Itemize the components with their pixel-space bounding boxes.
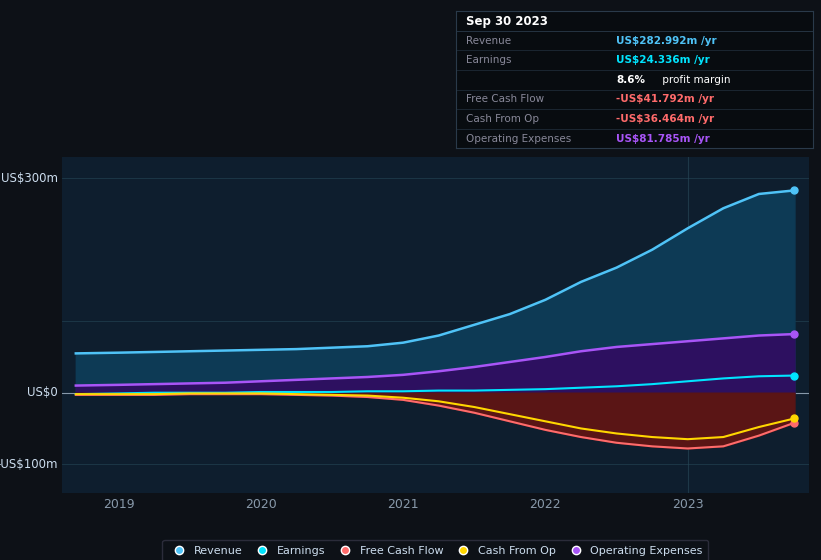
Text: US$81.785m /yr: US$81.785m /yr — [617, 134, 710, 143]
Text: -US$36.464m /yr: -US$36.464m /yr — [617, 114, 714, 124]
Text: -US$41.792m /yr: -US$41.792m /yr — [617, 95, 714, 104]
Text: -US$100m: -US$100m — [0, 458, 57, 471]
Text: US$282.992m /yr: US$282.992m /yr — [617, 36, 717, 45]
Legend: Revenue, Earnings, Free Cash Flow, Cash From Op, Operating Expenses: Revenue, Earnings, Free Cash Flow, Cash … — [163, 540, 708, 560]
Text: Free Cash Flow: Free Cash Flow — [466, 95, 544, 104]
Text: Revenue: Revenue — [466, 36, 511, 45]
Text: Cash From Op: Cash From Op — [466, 114, 539, 124]
Text: Operating Expenses: Operating Expenses — [466, 134, 571, 143]
Text: US$24.336m /yr: US$24.336m /yr — [617, 55, 710, 65]
Text: 8.6%: 8.6% — [617, 75, 645, 85]
Text: profit margin: profit margin — [659, 75, 731, 85]
Text: Sep 30 2023: Sep 30 2023 — [466, 15, 548, 27]
Text: Earnings: Earnings — [466, 55, 511, 65]
Text: US$0: US$0 — [27, 386, 57, 399]
Text: US$300m: US$300m — [1, 172, 57, 185]
